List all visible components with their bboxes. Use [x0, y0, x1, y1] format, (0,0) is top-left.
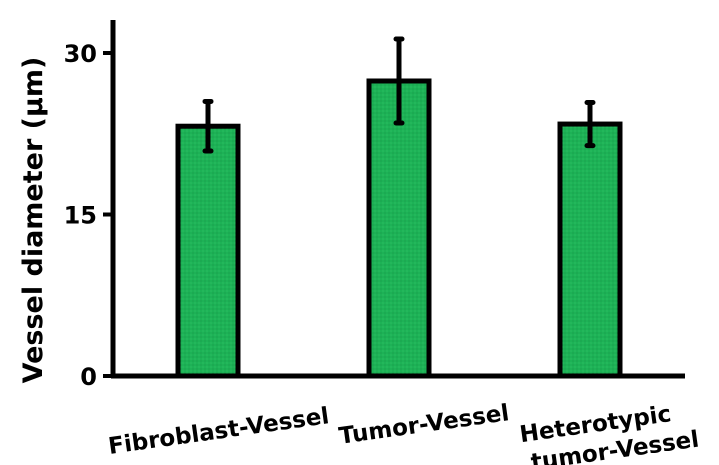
y-axis-title: Vessel diameter (μm) [18, 57, 49, 384]
error-bars [202, 36, 596, 154]
x-category-label: Fibroblast-Vessel [107, 403, 331, 460]
y-tick-label: 30 [64, 40, 97, 68]
x-category-label: Tumor-Vessel [337, 400, 510, 450]
x-category-label: Heterotypictumor-Vessel [518, 398, 700, 465]
x-category-label-line: Fibroblast-Vessel [107, 403, 331, 460]
bar [557, 121, 623, 379]
bar [175, 123, 241, 379]
category-labels: Fibroblast-Vessel Tumor-Vessel Heterotypic… [107, 398, 701, 465]
y-tick-label: 0 [80, 363, 97, 391]
y-axis-ticks: 0 15 30 [64, 40, 113, 391]
y-tick-label: 15 [64, 202, 97, 230]
x-category-label-line: Tumor-Vessel [337, 400, 510, 450]
axes [110, 20, 685, 379]
